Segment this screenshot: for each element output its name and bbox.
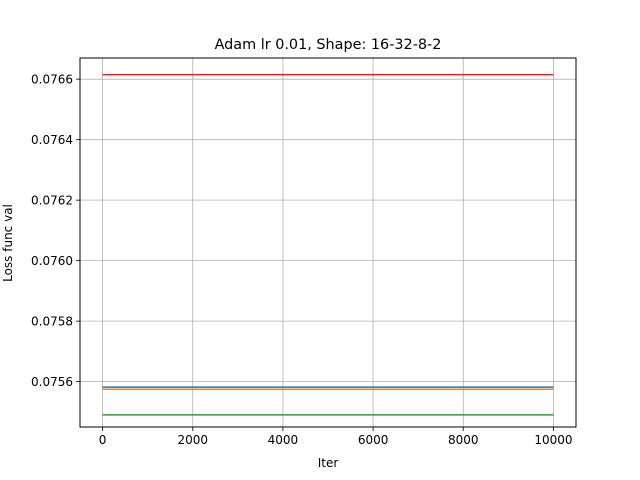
x-tick-label: 8000 [448, 433, 479, 447]
y-tick-label: 0.0758 [31, 315, 73, 329]
plot-frame [79, 57, 577, 428]
grid [80, 58, 576, 427]
x-axis-label: Iter [318, 456, 339, 470]
y-tick-label: 0.0766 [31, 73, 73, 87]
y-tick-label: 0.0756 [31, 375, 73, 389]
y-tick-label: 0.0764 [31, 133, 73, 147]
x-tick-label: 6000 [358, 433, 389, 447]
x-tick-label: 2000 [177, 433, 208, 447]
y-tick-label: 0.0762 [31, 194, 73, 208]
y-axis-label: Loss func val [1, 204, 15, 282]
x-axis-ticks: 0 2000 4000 6000 8000 10000 [99, 427, 573, 447]
y-axis-ticks: 0.0756 0.0758 0.0760 0.0762 0.0764 0.0766 [31, 73, 80, 389]
x-tick-label: 4000 [268, 433, 299, 447]
chart-title: Adam lr 0.01, Shape: 16-32-8-2 [215, 37, 442, 53]
y-tick-label: 0.0760 [31, 254, 73, 268]
x-tick-label: 10000 [534, 433, 572, 447]
x-tick-label: 0 [99, 433, 107, 447]
series-lines [102, 73, 554, 416]
